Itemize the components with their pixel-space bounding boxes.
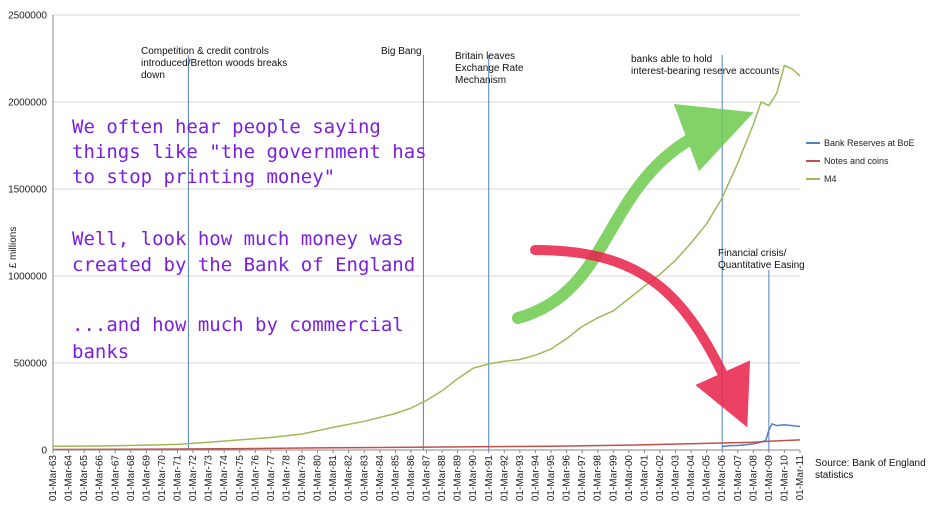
x-tick-label: 01-Mar-91 — [484, 455, 495, 502]
x-tick-label: 01-Mar-81 — [328, 455, 339, 502]
x-tick-label: 01-Mar-87 — [422, 455, 433, 502]
x-tick-label: 01-Mar-99 — [608, 455, 619, 502]
x-tick-label: 01-Mar-74 — [219, 455, 230, 502]
legend-label: M4 — [824, 174, 837, 184]
x-tick-label: 01-Mar-05 — [702, 455, 713, 502]
y-tick-label: 2000000 — [8, 98, 47, 109]
x-tick-label: 01-Mar-03 — [671, 455, 682, 502]
x-tick-label: 01-Mar-69 — [141, 455, 152, 502]
x-tick-label: 01-Mar-84 — [375, 455, 386, 502]
event-annotation: Big Bang — [381, 46, 422, 57]
x-tick-label: 01-Mar-06 — [717, 455, 728, 502]
handwritten-note: ...and how much by commercial — [72, 314, 404, 336]
x-tick-label: 01-Mar-01 — [639, 455, 650, 502]
x-tick-label: 01-Mar-82 — [344, 455, 355, 502]
x-tick-label: 01-Mar-75 — [235, 455, 246, 502]
x-tick-label: 01-Mar-04 — [686, 455, 697, 502]
x-tick-label: 01-Mar-70 — [157, 455, 168, 502]
source-note: Source: Bank of England — [815, 458, 926, 469]
event-annotation: Mechanism — [455, 75, 506, 86]
x-tick-label: 01-Mar-68 — [126, 455, 137, 502]
y-tick-label: 0 — [41, 446, 47, 457]
handwritten-note: things like "the government has — [72, 141, 427, 163]
x-tick-label: 01-Mar-73 — [204, 455, 215, 502]
x-tick-label: 01-Mar-65 — [79, 455, 90, 502]
x-tick-label: 01-Mar-83 — [359, 455, 370, 502]
red-arrow — [530, 245, 751, 428]
y-tick-label: 500000 — [14, 359, 48, 370]
series-line — [722, 422, 801, 448]
x-tick-label: 01-Mar-10 — [779, 455, 790, 502]
event-annotation: interest-bearing reserve accounts — [631, 66, 779, 77]
x-tick-label: 01-Mar-98 — [593, 455, 604, 502]
y-tick-label: 1000000 — [8, 272, 47, 283]
x-tick-label: 01-Mar-79 — [297, 455, 308, 502]
x-tick-label: 01-Mar-02 — [655, 455, 666, 502]
x-tick-label: 01-Mar-76 — [250, 455, 261, 502]
source-note: statistics — [815, 470, 853, 481]
x-tick-label: 01-Mar-64 — [64, 455, 75, 502]
x-tick-label: 01-Mar-77 — [266, 455, 277, 502]
x-tick-label: 01-Mar-09 — [764, 455, 775, 502]
event-annotation: banks able to hold — [631, 54, 712, 65]
event-annotation: down — [141, 70, 165, 81]
legend-label: Bank Reserves at BoE — [824, 138, 915, 148]
x-tick-label: 01-Mar-88 — [437, 455, 448, 502]
handwritten-note: We often hear people saying — [72, 116, 381, 138]
x-tick-label: 01-Mar-86 — [406, 455, 417, 502]
x-tick-label: 01-Mar-71 — [173, 455, 184, 502]
handwritten-note: banks — [72, 341, 129, 363]
x-tick-label: 01-Mar-08 — [748, 455, 759, 502]
x-tick-label: 01-Mar-89 — [453, 455, 464, 502]
series-line — [52, 439, 801, 451]
y-tick-label: 2500000 — [8, 11, 47, 22]
x-tick-label: 01-Mar-97 — [577, 455, 588, 502]
x-tick-label: 01-Mar-66 — [95, 455, 106, 502]
x-tick-label: 01-Mar-92 — [499, 455, 510, 502]
event-annotation: Competition & credit controls — [141, 46, 269, 57]
handwritten-note: created by the Bank of England — [72, 254, 415, 276]
x-tick-label: 01-Mar-78 — [281, 455, 292, 502]
x-tick-label: 01-Mar-95 — [546, 455, 557, 502]
x-tick-label: 01-Mar-11 — [795, 455, 806, 501]
legend-label: Notes and coins — [824, 156, 889, 166]
x-tick-label: 01-Mar-85 — [390, 455, 401, 502]
handwritten-note: Well, look how much money was — [72, 228, 404, 250]
x-tick-label: 01-Mar-07 — [733, 455, 744, 502]
event-annotation: introduced/Bretton woods breaks — [141, 58, 287, 69]
x-tick-label: 01-Mar-93 — [515, 455, 526, 502]
y-tick-label: 1500000 — [8, 185, 47, 196]
handwritten-note: to stop printing money" — [72, 166, 335, 188]
x-tick-label: 01-Mar-72 — [188, 455, 199, 502]
x-tick-label: 01-Mar-80 — [313, 455, 324, 502]
x-tick-label: 01-Mar-67 — [110, 455, 121, 502]
event-annotation: Quantitative Easing — [718, 260, 805, 271]
x-tick-label: 01-Mar-96 — [562, 455, 573, 502]
y-axis-label: £ millions — [8, 227, 19, 269]
event-annotation: Financial crisis/ — [718, 248, 787, 259]
x-tick-label: 01-Mar-63 — [48, 455, 59, 502]
x-tick-label: 01-Mar-00 — [624, 455, 635, 502]
event-annotation: Exchange Rate — [455, 63, 524, 74]
green-arrow — [512, 103, 754, 324]
x-tick-label: 01-Mar-94 — [530, 455, 541, 502]
event-annotation: Britain leaves — [455, 51, 515, 62]
x-tick-label: 01-Mar-90 — [468, 455, 479, 502]
